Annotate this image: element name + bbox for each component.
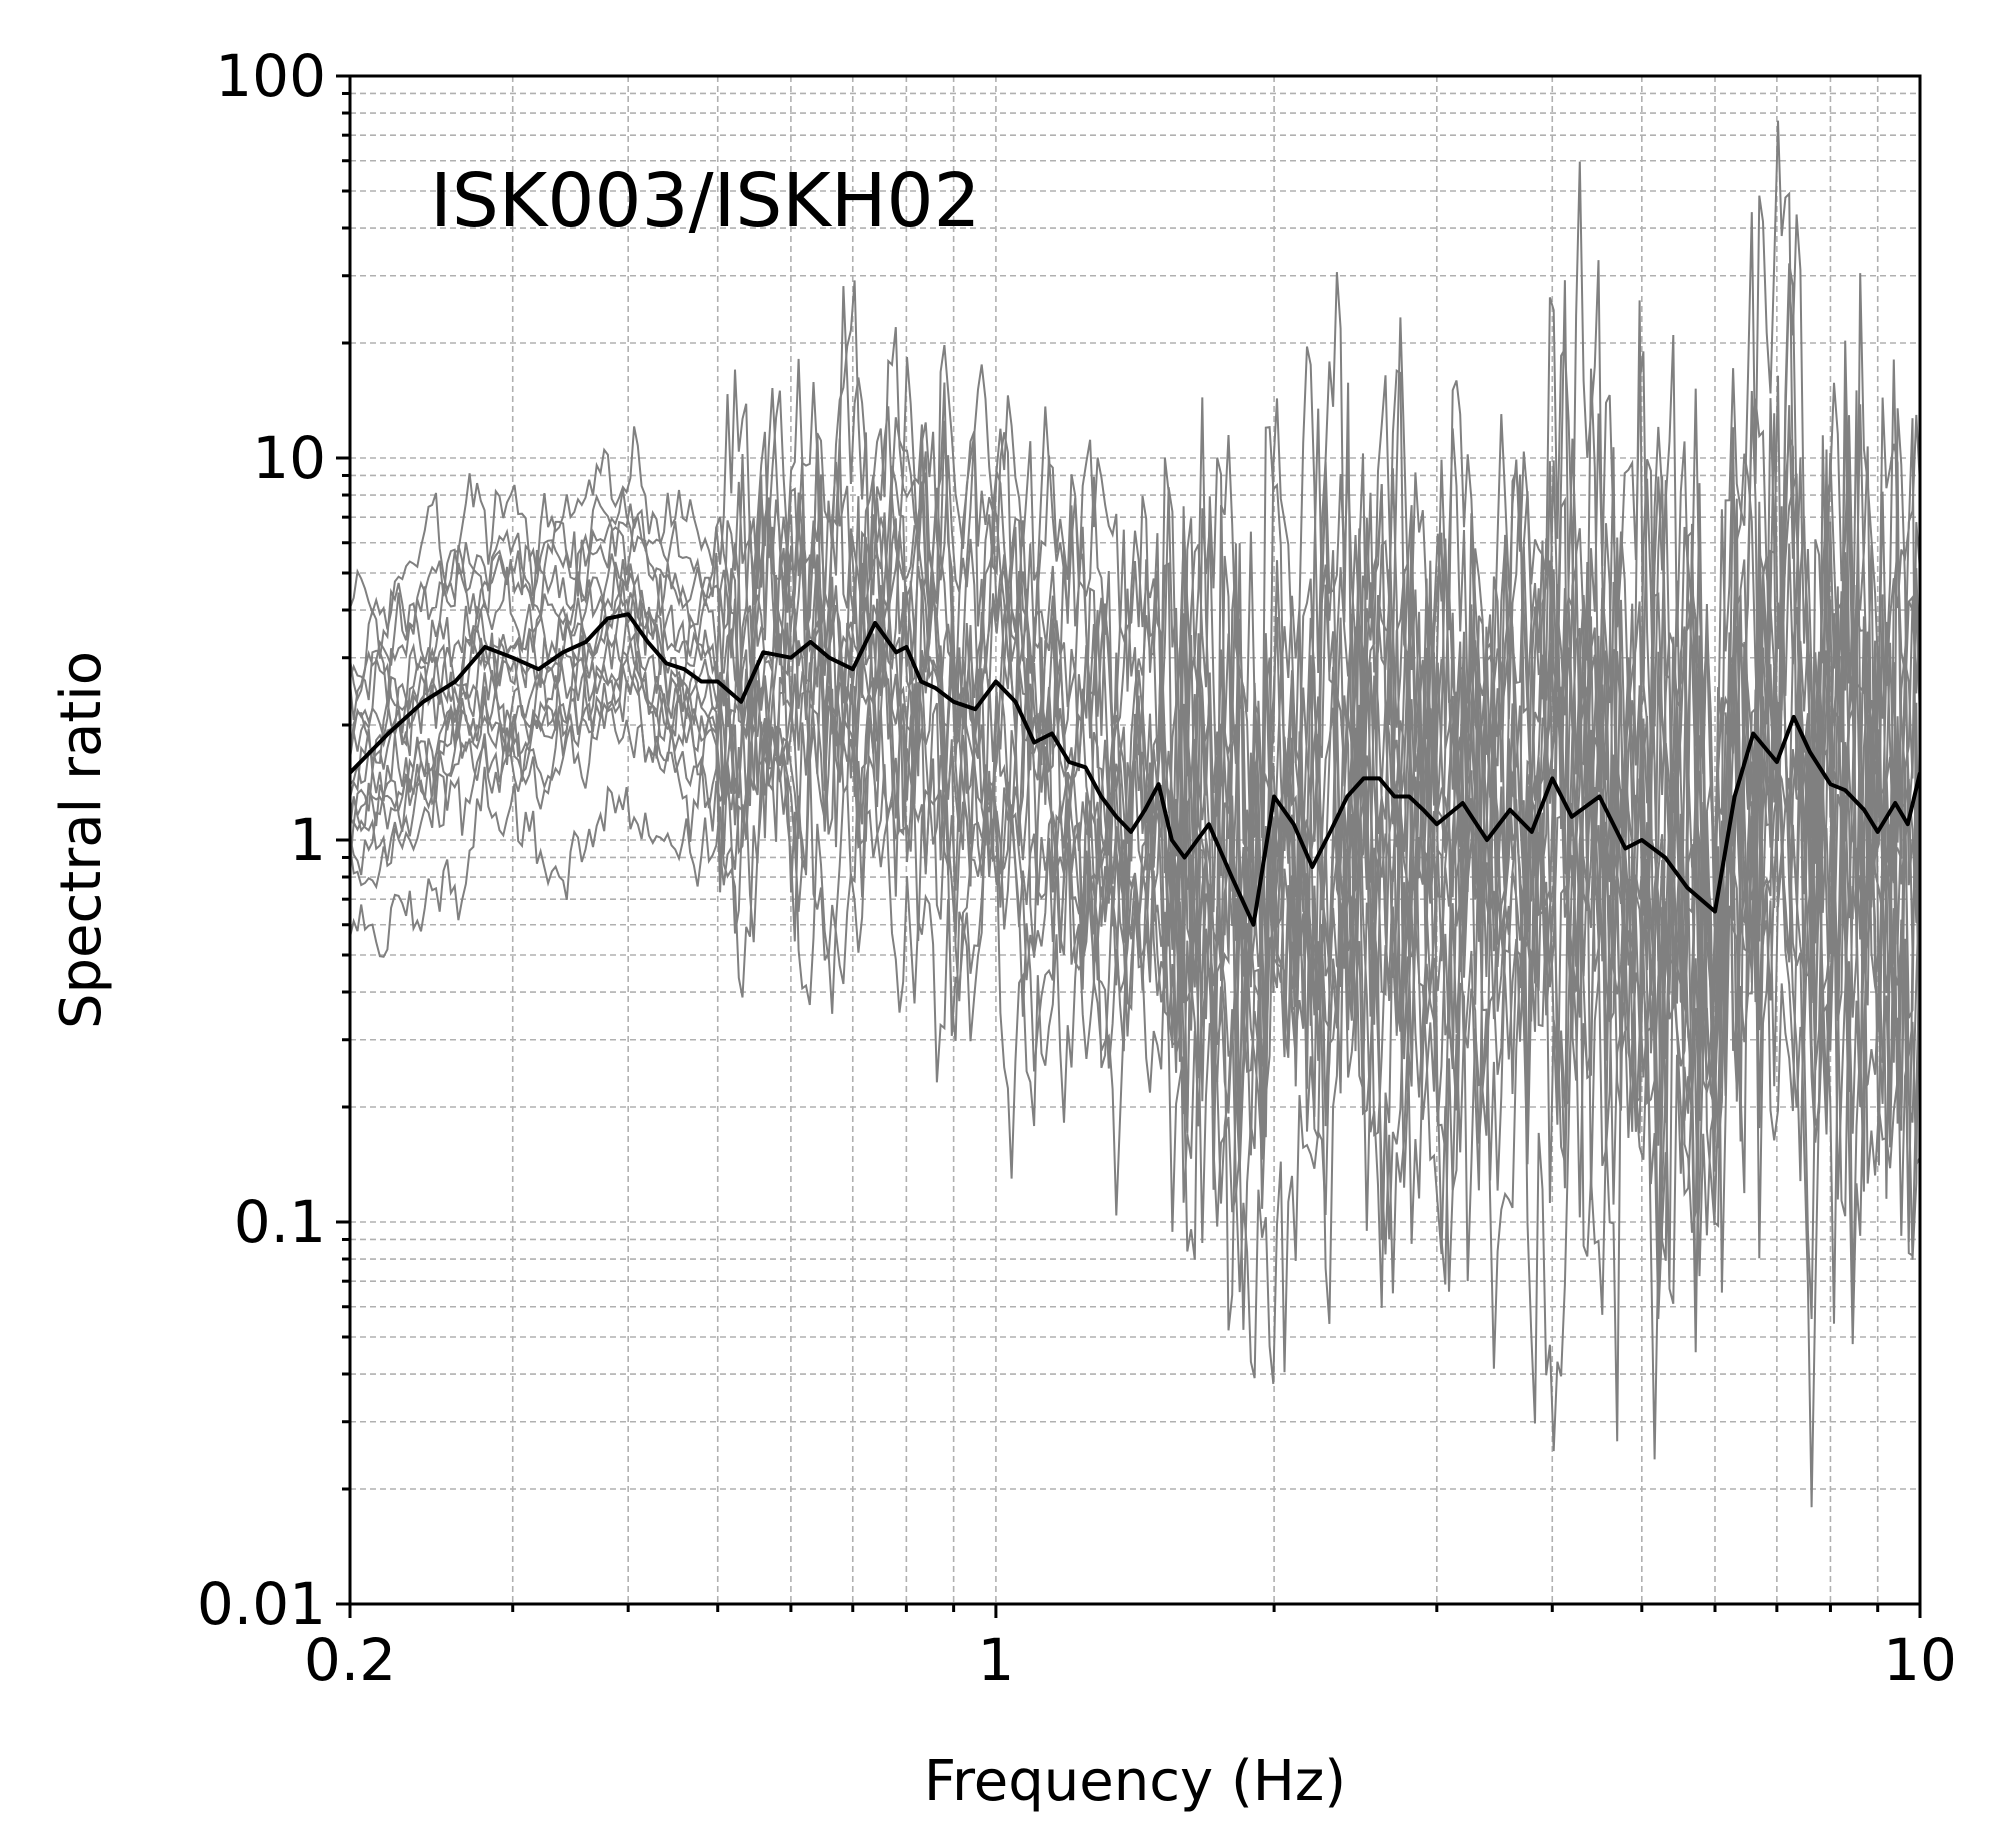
individual-series-line bbox=[350, 120, 1920, 1051]
y-tick-label: 0.1 bbox=[234, 1188, 326, 1256]
x-tick-label: 10 bbox=[1883, 1626, 1957, 1694]
mean-series-line bbox=[350, 612, 1920, 927]
individual-series-line bbox=[350, 375, 1920, 1201]
mean-series-group bbox=[350, 612, 1920, 927]
x-tick-label: 1 bbox=[977, 1626, 1014, 1694]
station-annotation: ISK003/ISKH02 bbox=[430, 158, 981, 244]
y-tick-labels: 0.01 0.1 1 10 100 bbox=[197, 42, 326, 1638]
y-axis-title: Spectral ratio bbox=[49, 651, 114, 1029]
y-tick-label: 10 bbox=[252, 424, 326, 492]
individual-series-line bbox=[350, 161, 1920, 994]
series-group bbox=[350, 120, 1920, 1508]
y-tick-label: 0.01 bbox=[197, 1570, 326, 1638]
x-tick-labels: 0.2 1 10 bbox=[304, 1626, 1957, 1694]
individual-series-line bbox=[350, 435, 1920, 1324]
individual-series-line bbox=[350, 359, 1920, 1345]
individual-series-line bbox=[350, 300, 1920, 1194]
y-tick-label: 100 bbox=[215, 42, 326, 110]
y-tick-label: 1 bbox=[289, 806, 326, 874]
grid-lines bbox=[349, 75, 1921, 1605]
x-axis-title: Frequency (Hz) bbox=[924, 1749, 1346, 1814]
axis-ticks bbox=[336, 74, 1922, 1618]
individual-series-line bbox=[350, 273, 1920, 1115]
x-tick-label: 0.2 bbox=[304, 1626, 396, 1694]
